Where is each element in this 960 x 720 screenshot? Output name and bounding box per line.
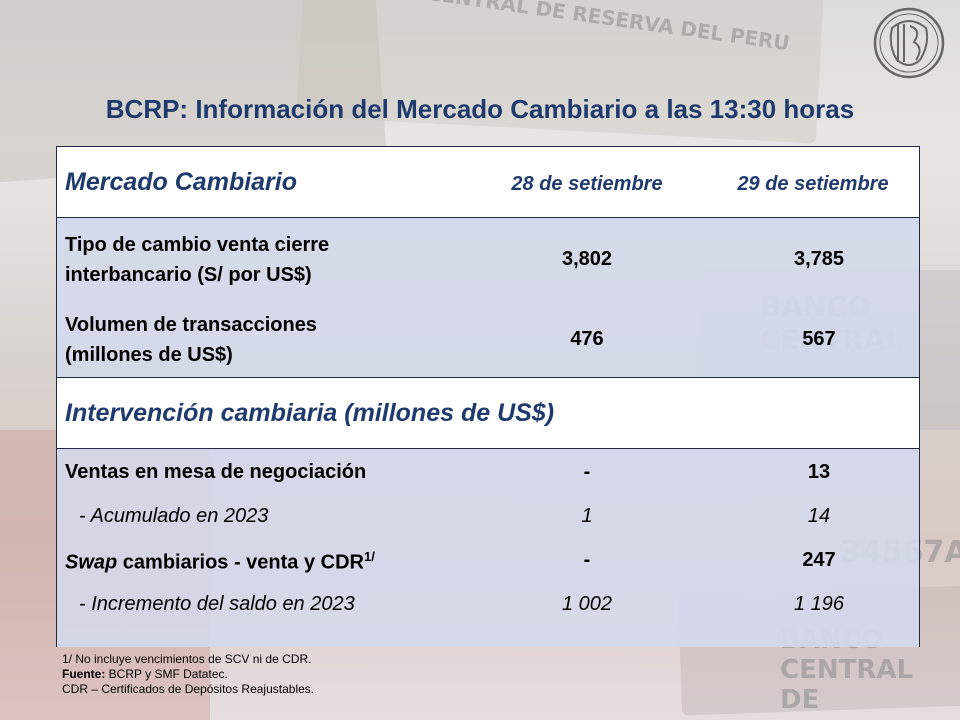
row-label-line: interbancario (S/ por US$) xyxy=(65,264,312,286)
table-cell-value: 1 002 xyxy=(561,593,613,615)
table-cell-value: 1 xyxy=(581,505,593,527)
table-row-label: Volumen de transacciones (millones de US… xyxy=(65,310,317,370)
row-label-line: Tipo de cambio venta cierre xyxy=(65,234,330,256)
market-rows-band: Tipo de cambio venta cierre interbancari… xyxy=(57,218,919,378)
footnote-marker: 1/ xyxy=(364,549,375,564)
table-header-row: Mercado Cambiario 28 de setiembre 29 de … xyxy=(57,147,919,218)
table-row-label: - Acumulado en 2023 xyxy=(79,505,269,527)
exchange-market-table: Mercado Cambiario 28 de setiembre 29 de … xyxy=(56,146,920,647)
source-label: Fuente: xyxy=(62,667,106,681)
row-label-italic: Swap xyxy=(65,551,118,574)
source-text: BCRP y SMF Datatec. xyxy=(105,667,228,681)
table-row-label: - Incremento del saldo en 2023 xyxy=(79,593,355,615)
table-cell-value: - xyxy=(583,549,591,571)
section-title-intervention: Intervención cambiaria (millones de US$) xyxy=(65,399,555,427)
table-cell-value: 3,785 xyxy=(793,248,845,270)
table-cell-value: 1 196 xyxy=(793,593,845,615)
table-cell-value: 247 xyxy=(802,549,836,571)
table-row-label: Tipo de cambio venta cierre interbancari… xyxy=(65,230,329,290)
bcrp-logo-icon xyxy=(873,7,945,79)
footnotes: 1/ No incluye vencimientos de SCV ni de … xyxy=(62,652,314,697)
footnote-text: 1/ No incluye vencimientos de SCV ni de … xyxy=(62,652,312,666)
column-header-date2: 29 de setiembre xyxy=(737,173,889,195)
footnote-text: CDR – Certificados de Depósitos Reajusta… xyxy=(62,682,315,696)
column-header-date1: 28 de setiembre xyxy=(511,173,663,195)
row-label-line: (millones de US$) xyxy=(65,344,233,366)
intervention-rows-band: Ventas en mesa de negociación - 13 - Acu… xyxy=(57,449,919,647)
table-cell-value: 13 xyxy=(807,461,831,483)
table-cell-value: 476 xyxy=(570,328,604,350)
table-row-label: Swap cambiarios - venta y CDR1/ xyxy=(65,549,375,575)
table-cell-value: 3,802 xyxy=(561,248,613,270)
table-row-label: Ventas en mesa de negociación xyxy=(65,461,367,483)
table-cell-value: 567 xyxy=(802,328,836,350)
section-title-market: Mercado Cambiario xyxy=(65,168,298,196)
source-note: Fuente: BCRP y SMF Datatec. xyxy=(62,667,314,682)
row-label-line: Volumen de transacciones xyxy=(65,314,317,336)
table-cell-value: - xyxy=(583,461,591,483)
page-title: BCRP: Información del Mercado Cambiario … xyxy=(105,94,855,124)
intervention-header-row: Intervención cambiaria (millones de US$) xyxy=(57,378,919,449)
table-cell-value: 14 xyxy=(807,505,831,527)
row-label-text: cambiarios - venta y CDR xyxy=(117,551,364,574)
